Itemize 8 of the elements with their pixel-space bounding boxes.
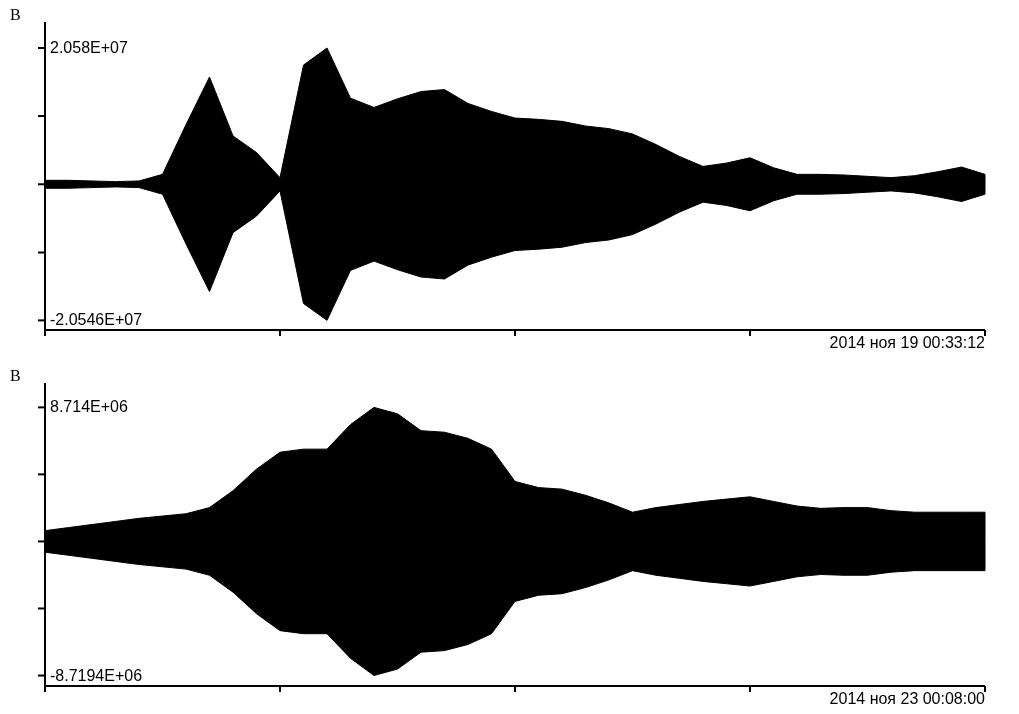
y-tick-label: -2.0546E+07 [50,311,143,329]
y-axis-title: В [10,6,21,23]
y-axis-title: В [10,367,21,384]
y-tick-label: 2.058E+07 [50,38,128,56]
y-tick-label: -8.7194E+06 [50,666,143,684]
text: 2014 ноя 23 00:08:00 [829,690,986,707]
text: 2014 ноя 19 00:33:12 [829,334,986,351]
y-tick-label: 8.714E+06 [50,398,128,416]
